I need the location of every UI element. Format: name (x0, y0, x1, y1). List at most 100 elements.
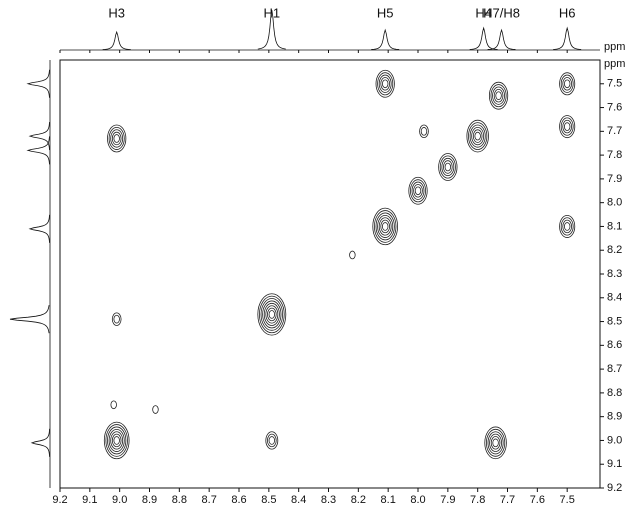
contour-line (105, 424, 128, 457)
y-unit: ppm (604, 58, 625, 70)
contour-line (262, 300, 282, 329)
contour-line (560, 117, 574, 136)
contour-line (108, 126, 125, 150)
peak-label: H1 (264, 5, 281, 20)
cross-peak (559, 115, 576, 139)
y-tick-label: 9.1 (607, 458, 622, 470)
cross-peak (372, 207, 398, 246)
x-tick-label: 7.7 (500, 494, 515, 506)
contour-line (110, 431, 124, 450)
cross-peak (375, 69, 395, 98)
contour-line (378, 74, 392, 93)
contour-line (563, 222, 571, 231)
contour-line (484, 426, 507, 460)
y-tick-label: 7.5 (607, 78, 622, 90)
y-tick-label: 8.3 (607, 268, 622, 280)
cross-peak (111, 312, 122, 326)
y-tick-label: 7.8 (607, 149, 622, 161)
peak-label: H4 (475, 5, 492, 20)
x-tick-label: 8.9 (142, 494, 157, 506)
x-tick-label: 8.6 (231, 494, 246, 506)
y-tick-label: 9.2 (607, 482, 622, 494)
x-tick-label: 7.8 (470, 494, 485, 506)
y-tick-label: 8.7 (607, 363, 622, 375)
top-projection-peak (102, 30, 131, 50)
cross-peak (265, 431, 279, 450)
cross-peak (559, 214, 576, 238)
peak-label: H6 (559, 5, 576, 20)
contour-line (492, 86, 505, 105)
peak-label: H3 (108, 5, 125, 20)
contour-line (419, 124, 429, 139)
contour-line (441, 157, 455, 177)
x-tick-label: 8.3 (321, 494, 336, 506)
contour-line (268, 310, 276, 319)
left-projection-peak (30, 428, 50, 457)
contour-line (444, 162, 452, 172)
contour-line (474, 131, 481, 141)
contour-line (108, 428, 125, 452)
contour-line (263, 302, 280, 326)
contour-line (377, 214, 394, 238)
contour-line (375, 212, 395, 241)
contour-line (107, 426, 127, 455)
y-tick-label: 8.4 (607, 292, 622, 304)
contour-line (381, 79, 389, 89)
contour-line (560, 74, 574, 93)
y-tick-label: 9.0 (607, 434, 622, 446)
contour-line (413, 184, 423, 198)
contour-line (111, 312, 122, 326)
x-tick-label: 7.6 (530, 494, 545, 506)
contour-line (260, 298, 284, 331)
left-projection-peak (28, 214, 50, 243)
contour-line (408, 176, 428, 205)
contour-line (267, 307, 277, 322)
y-tick-label: 8.6 (607, 339, 622, 351)
top-projection-peak (553, 26, 582, 50)
cross-peak (438, 153, 458, 181)
x-tick-label: 8.2 (351, 494, 366, 506)
contour-line (111, 131, 122, 146)
contour-line (469, 124, 486, 148)
left-projection-peak (28, 122, 50, 151)
x-tick-label: 9.1 (82, 494, 97, 506)
contour-line (372, 207, 398, 246)
contour-line (268, 436, 276, 445)
contour-line (110, 400, 117, 410)
plot-frame (59, 59, 601, 489)
contour-line (439, 155, 456, 179)
contour-line (111, 433, 122, 448)
x-unit: ppm (604, 41, 625, 53)
contour-line (495, 91, 502, 100)
cross-peak (419, 124, 429, 139)
contour-line (443, 160, 453, 174)
contour-line (562, 219, 572, 234)
contour-line (468, 122, 488, 150)
contour-line (562, 119, 572, 134)
contour-line (107, 124, 127, 153)
contour-line (489, 433, 502, 452)
contour-line (485, 428, 506, 457)
cross-peak (488, 81, 509, 110)
top-projection-peak (371, 28, 400, 50)
contour-line (420, 127, 428, 136)
top-projection-peak (257, 9, 286, 50)
contour-line (414, 186, 422, 196)
contour-line (490, 436, 501, 450)
peak-label: H5 (377, 5, 394, 20)
cross-peak (349, 250, 356, 260)
cross-peak (484, 426, 507, 460)
contour-line (563, 122, 571, 131)
cross-peak (152, 405, 159, 414)
cross-peak (110, 400, 117, 410)
cross-peak (103, 421, 130, 460)
contour-line (490, 84, 507, 108)
x-tick-label: 7.5 (560, 494, 575, 506)
y-tick-label: 8.2 (607, 244, 622, 256)
contour-line (265, 305, 279, 324)
contour-line (113, 314, 120, 324)
contour-line (113, 436, 120, 445)
contour-line (563, 79, 571, 89)
contour-line (265, 431, 279, 450)
